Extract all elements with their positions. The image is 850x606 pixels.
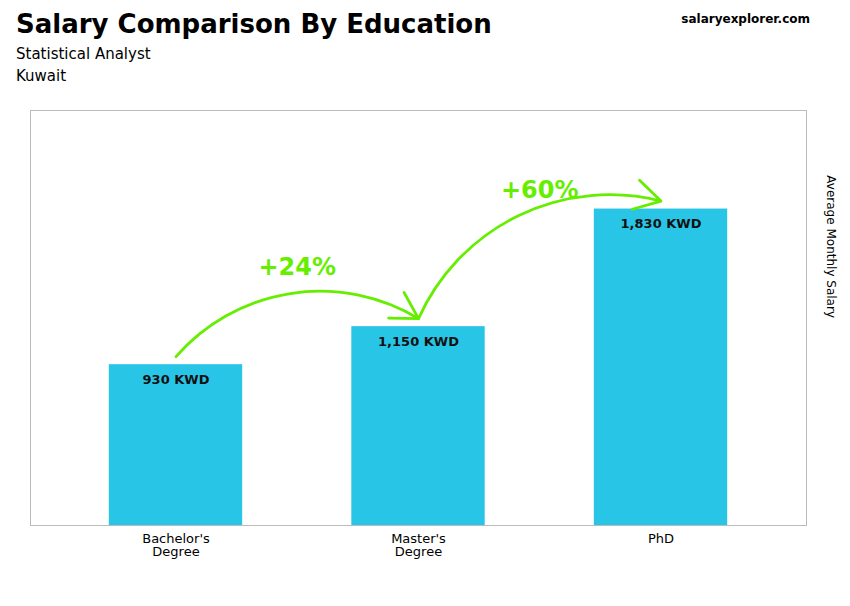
html-text:Salary Comparison By Education: Salary Comparison By Education	[16, 9, 492, 39]
html-text:Kuwait: Kuwait	[16, 67, 67, 85]
html-text:salaryexplorer.com: salaryexplorer.com	[681, 12, 810, 26]
svg-text:930 KWD: 930 KWD	[143, 372, 210, 387]
svg-text:1,830 KWD: 1,830 KWD	[621, 216, 702, 231]
svg-text:+60%: +60%	[501, 176, 579, 204]
svg-text:+24%: +24%	[258, 253, 336, 281]
html-text:Statistical Analyst: Statistical Analyst	[16, 45, 151, 63]
svg-text:1,150 KWD: 1,150 KWD	[378, 334, 459, 349]
svg-text:Master'sDegree: Master'sDegree	[391, 531, 446, 559]
svg-text:Average Monthly Salary: Average Monthly Salary	[824, 175, 838, 318]
svg-text:PhD: PhD	[648, 531, 674, 546]
svg-text:Bachelor'sDegree: Bachelor'sDegree	[142, 531, 210, 559]
